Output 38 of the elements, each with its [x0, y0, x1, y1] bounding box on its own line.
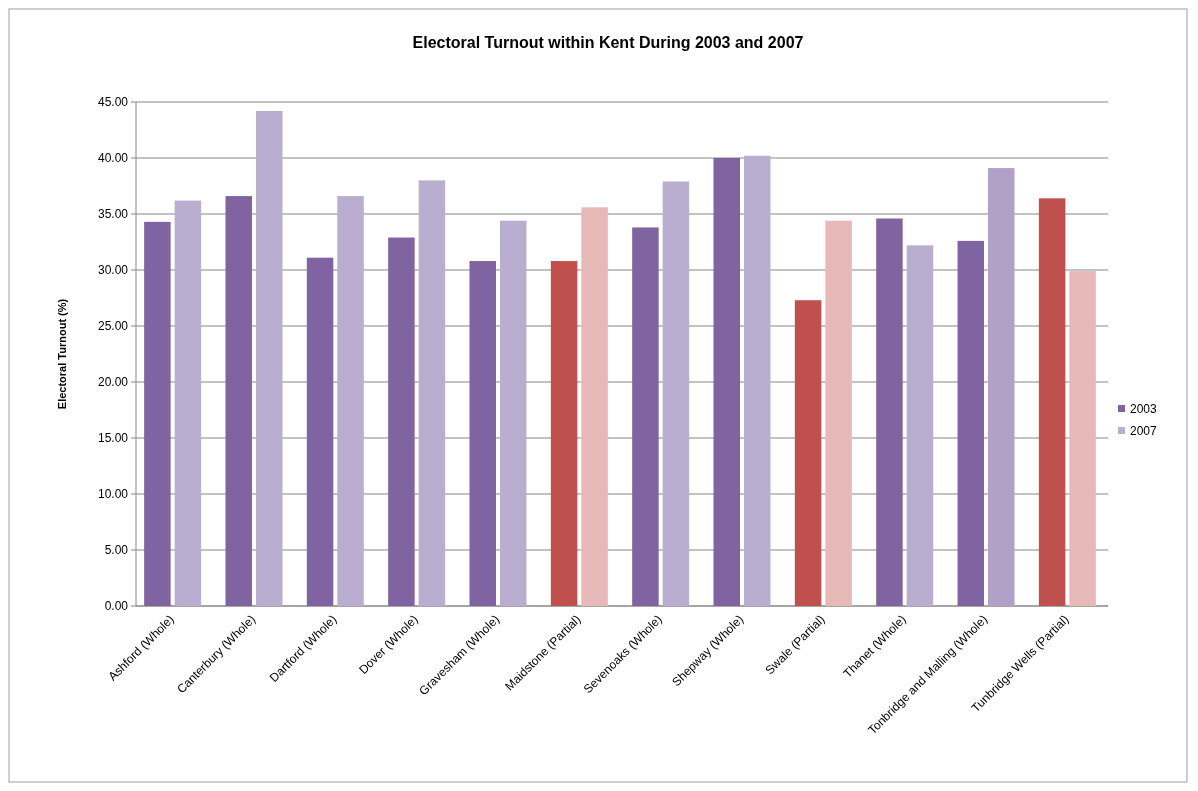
bar: [1069, 271, 1096, 606]
y-tick-label: 0.00: [104, 599, 129, 613]
bar: [906, 245, 934, 606]
bar: [957, 240, 985, 606]
bar: [988, 168, 1015, 606]
y-axis-title: Electoral Turnout (%): [56, 298, 68, 410]
bar: [225, 196, 252, 606]
bar: [255, 110, 283, 606]
bar: [825, 220, 852, 606]
bar: [418, 180, 446, 606]
y-tick-label: 20.00: [97, 375, 129, 389]
legend-label: 2003: [1130, 402, 1158, 416]
bar: [337, 196, 364, 606]
bar: [144, 221, 171, 606]
bar: [174, 200, 202, 606]
legend-label: 2007: [1130, 424, 1158, 438]
y-tick-label: 15.00: [97, 431, 129, 445]
bar: [662, 181, 690, 606]
bar: [744, 155, 771, 606]
chart-title: Electoral Turnout within Kent During 2003 and 2007: [412, 34, 804, 51]
bar: [388, 237, 415, 606]
y-tick-label: 40.00: [97, 151, 129, 165]
bar: [581, 207, 608, 606]
bar: [1038, 198, 1066, 606]
y-tick-label: 35.00: [97, 207, 129, 221]
y-tick-label: 5.00: [104, 543, 129, 557]
bar: [550, 261, 578, 606]
y-tick-label: 10.00: [97, 487, 129, 501]
y-tick-label: 25.00: [97, 319, 129, 333]
bar: [713, 158, 741, 606]
y-tick-label: 30.00: [97, 263, 129, 277]
y-tick-label: 45.00: [97, 95, 129, 109]
bar: [876, 218, 903, 606]
bar: [306, 257, 334, 606]
bar: [632, 227, 659, 606]
bar: [794, 300, 822, 606]
bar: [499, 220, 527, 606]
bar: [469, 261, 496, 606]
